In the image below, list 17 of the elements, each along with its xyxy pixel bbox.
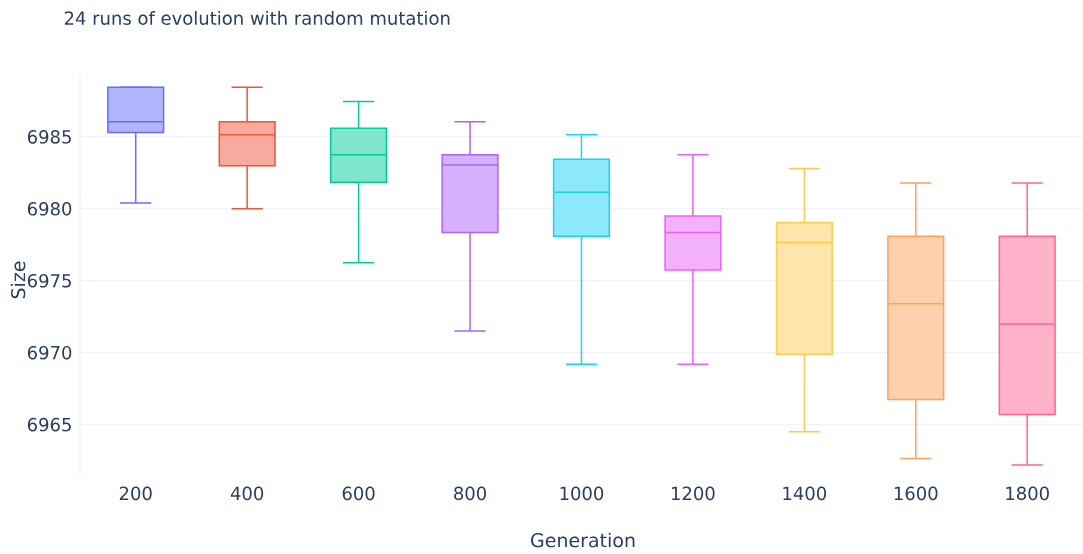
x-tick-label: 400	[230, 486, 264, 501]
y-tick-label: 6985	[27, 130, 71, 144]
x-tick-label: 600	[342, 486, 375, 501]
x-tick-label: 1400	[783, 486, 827, 501]
y-tick-label: 6975	[27, 273, 71, 288]
x-tick-label: 1800	[1006, 486, 1049, 501]
x-tick-label: 800	[454, 486, 486, 501]
x-tick-label: 200	[119, 486, 152, 501]
x-tick-label: 1600	[894, 486, 938, 501]
x-tick-label: 1000	[560, 486, 604, 501]
y-tick-label: 6970	[27, 345, 72, 360]
y-tick-label: 6980	[27, 202, 72, 216]
x-tick-label: 1200	[671, 486, 715, 501]
y-axis-title: Size	[10, 261, 26, 299]
x-axis-title: Generation	[531, 532, 635, 548]
chart-title: 24 runs of evolution with random mutation	[64, 11, 450, 25]
y-tick-label: 6965	[27, 417, 71, 432]
